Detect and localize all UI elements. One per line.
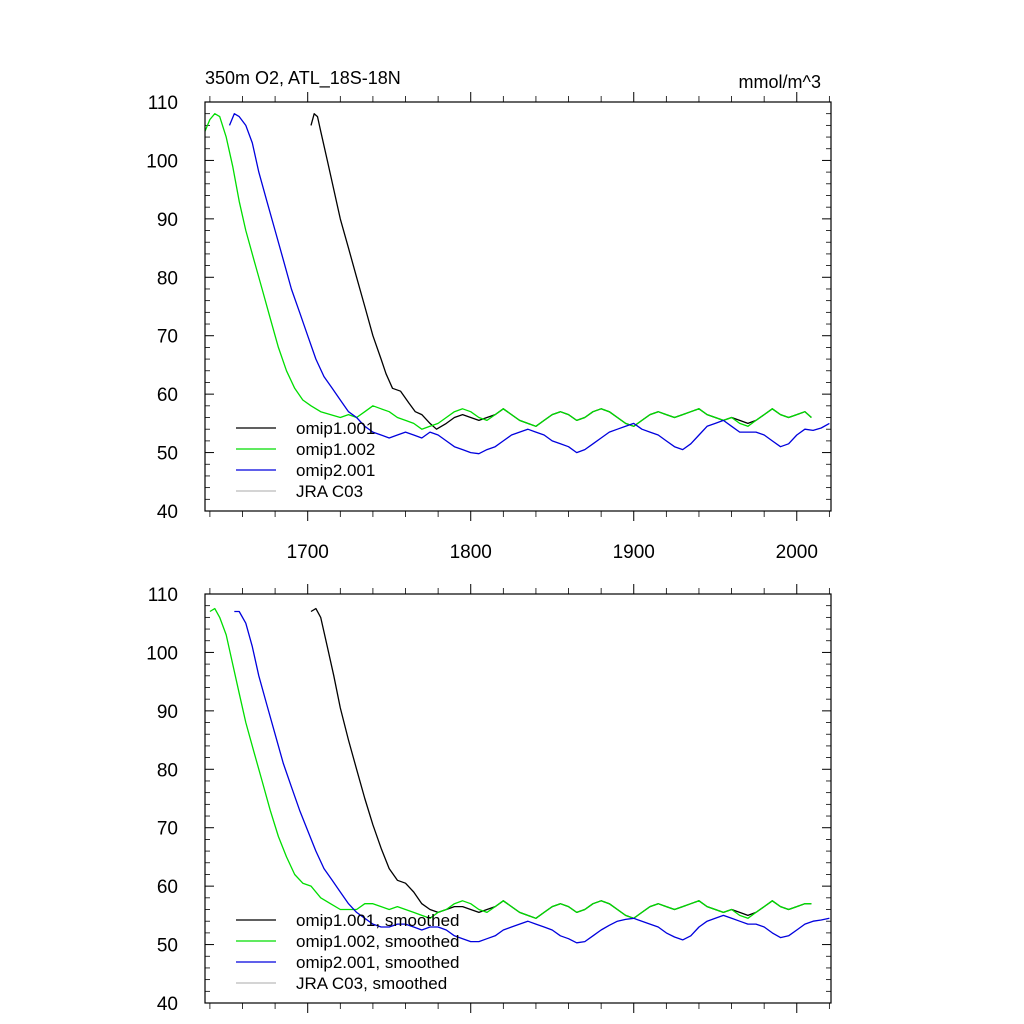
chart-panel-2: 40 50 60 70 80 90 100 110 omip1.001, smoothed omi… xyxy=(146,584,832,1015)
x-tick-label: 1900 xyxy=(613,542,655,563)
y-tick-label: 70 xyxy=(157,819,178,840)
series-line-3 xyxy=(228,113,830,455)
y-tick-label: 80 xyxy=(157,268,178,289)
legend-label-4: JRA C03 xyxy=(296,482,363,501)
y-tick-label: 90 xyxy=(157,210,178,231)
legend-label-1: omip1.001 xyxy=(296,419,375,438)
legend-label-3: omip2.001 xyxy=(296,461,375,480)
legend-label-4: JRA C03, smoothed xyxy=(296,974,447,993)
legend-label-1: omip1.001, smoothed xyxy=(296,911,460,930)
x-tick-label: 1700 xyxy=(287,542,329,563)
y-tick-label: 80 xyxy=(157,760,178,781)
y-tick-label: 40 xyxy=(157,502,178,523)
y-tick-label: 60 xyxy=(157,877,178,898)
plot-frame xyxy=(204,101,832,512)
series-line-2 xyxy=(204,113,812,430)
x-tick-label: 2000 xyxy=(776,542,818,563)
series-line-1 xyxy=(310,113,812,430)
series-line-3 xyxy=(234,610,830,944)
legend-label-3: omip2.001, smoothed xyxy=(296,953,460,972)
y-tick-label: 50 xyxy=(157,444,178,465)
y-tick-label: 40 xyxy=(157,994,178,1015)
series-line-2 xyxy=(209,607,812,919)
y-tick-label: 110 xyxy=(148,585,178,606)
y-tick-label: 90 xyxy=(157,702,178,723)
y-tick-label: 70 xyxy=(157,327,178,348)
chart-title: 350m O2, ATL_18S-18N xyxy=(205,68,401,89)
y-tick-label: 100 xyxy=(146,643,178,664)
series-line-1 xyxy=(310,607,812,919)
y-tick-label: 60 xyxy=(157,385,178,406)
legend-label-2: omip1.002 xyxy=(296,440,375,459)
plot-frame xyxy=(204,593,832,1004)
x-tick-label: 1800 xyxy=(450,542,492,563)
y-tick-label: 100 xyxy=(146,151,178,172)
legend-label-2: omip1.002, smoothed xyxy=(296,932,460,951)
units-label: mmol/m^3 xyxy=(739,72,821,92)
chart-panel-1: 350m O2, ATL_18S-18N mmol/m^3 40 50 60 70 80 90… xyxy=(146,68,832,563)
y-tick-label: 110 xyxy=(148,93,178,114)
y-tick-label: 50 xyxy=(157,936,178,957)
